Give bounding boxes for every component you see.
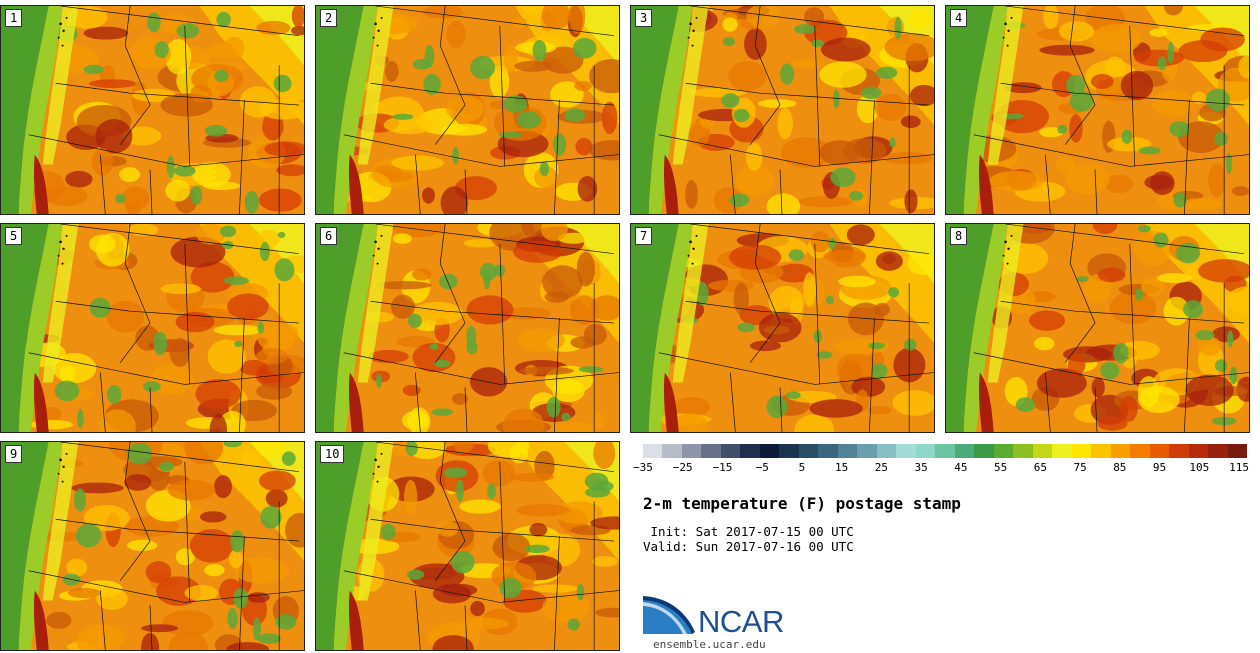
colorbar-tick-label: 25	[874, 461, 889, 474]
colorbar-tick-label: 15	[835, 461, 849, 474]
colorbar-tick-labels: −35 −25 −15 −5 5 15 25 35 45 55 65 75 85 95 105 115	[633, 461, 1259, 475]
member-number-label: 9	[5, 445, 23, 463]
member-number-label: 4	[950, 9, 968, 27]
colorbar-swatch	[662, 444, 682, 458]
colorbar-swatch	[1091, 444, 1111, 458]
colorbar-tick-label: 65	[1033, 461, 1047, 474]
ensemble-member-panel: 10	[315, 441, 620, 651]
colorbar-swatch	[1052, 444, 1072, 458]
ncar-logo-icon	[643, 596, 695, 634]
member-number-label: 1	[5, 9, 23, 27]
ensemble-member-panel: 3	[630, 5, 935, 215]
ensemble-member-panel: 7	[630, 223, 935, 433]
colorbar-tick-label: 45	[954, 461, 968, 474]
figure-title: 2-m temperature (F) postage stamp	[643, 494, 961, 513]
ensemble-member-panel: 8	[945, 223, 1250, 433]
member-number-label: 6	[320, 227, 338, 245]
colorbar-swatch	[974, 444, 994, 458]
ensemble-member-panel: 4	[945, 5, 1250, 215]
colorbar-tick-label: −5	[755, 461, 769, 474]
colorbar-swatch	[1149, 444, 1170, 458]
member-number-label: 10	[320, 445, 345, 463]
colorbar-swatch	[993, 444, 1014, 458]
colorbar-swatch	[1169, 444, 1189, 458]
colorbar-tick-label: 75	[1073, 461, 1087, 474]
colorbar-swatch	[857, 444, 877, 458]
colorbar-swatch	[876, 444, 897, 458]
colorbar-swatch	[1071, 444, 1092, 458]
colorbar-swatch	[720, 444, 741, 458]
colorbar-tick-label: 115	[1229, 461, 1249, 474]
colorbar-swatch	[1188, 444, 1209, 458]
member-number-label: 7	[635, 227, 653, 245]
ensemble-url: ensemble.ucar.edu	[653, 638, 766, 651]
colorbar-tick-label: 35	[914, 461, 928, 474]
colorbar-swatch	[643, 444, 663, 458]
ensemble-member-panel: 5	[0, 223, 305, 433]
colorbar-swatch	[818, 444, 838, 458]
colorbar-tick-label: 5	[798, 461, 806, 474]
ensemble-member-panel: 6	[315, 223, 620, 433]
member-number-label: 5	[5, 227, 23, 245]
colorbar-swatch	[779, 444, 799, 458]
colorbar-swatch	[1032, 444, 1053, 458]
colorbar-tick-label: −35	[633, 461, 653, 474]
colorbar-swatch	[740, 444, 760, 458]
colorbar-tick-label: −15	[712, 461, 733, 474]
colorbar-swatch	[896, 444, 916, 458]
colorbar-swatch	[701, 444, 721, 458]
temperature-colorbar	[643, 444, 1248, 458]
init-time: Init: Sat 2017-07-15 00 UTC	[643, 524, 854, 539]
member-number-label: 8	[950, 227, 968, 245]
colorbar-swatch	[759, 444, 780, 458]
colorbar-tick-label: −25	[672, 461, 693, 474]
colorbar-swatch	[1208, 444, 1228, 458]
colorbar-tick-label: 85	[1113, 461, 1127, 474]
ensemble-member-panel: 9	[0, 441, 305, 651]
ncar-logo-text: NCAR	[698, 604, 784, 639]
colorbar-swatch	[837, 444, 858, 458]
colorbar-swatch	[798, 444, 819, 458]
colorbar-swatch	[1227, 444, 1248, 458]
colorbar-swatch	[954, 444, 975, 458]
colorbar-tick-label: 105	[1189, 461, 1210, 474]
colorbar-swatch	[915, 444, 936, 458]
colorbar-swatch	[1110, 444, 1131, 458]
colorbar-swatch	[1013, 444, 1033, 458]
member-number-label: 2	[320, 9, 338, 27]
colorbar-swatch	[935, 444, 955, 458]
valid-time: Valid: Sun 2017-07-16 00 UTC	[643, 539, 854, 554]
member-number-label: 3	[635, 9, 653, 27]
colorbar-tick-label: 55	[993, 461, 1008, 474]
colorbar-swatch	[681, 444, 702, 458]
ensemble-member-panel: 2	[315, 5, 620, 215]
colorbar-tick-label: 95	[1152, 461, 1167, 474]
ensemble-member-panel: 1	[0, 5, 305, 215]
colorbar-swatch	[1130, 444, 1150, 458]
